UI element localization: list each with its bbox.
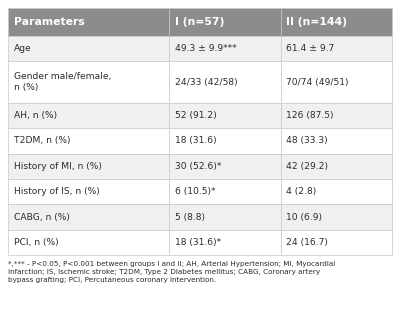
Bar [169,61,281,103]
Text: 5 (8.8): 5 (8.8) [175,213,205,222]
Bar [8,179,169,204]
Bar [169,230,281,255]
Bar [281,8,392,36]
Bar [281,61,392,103]
Text: 42 (29.2): 42 (29.2) [286,162,328,171]
Text: II (n=144): II (n=144) [286,17,347,27]
Text: History of IS, n (%): History of IS, n (%) [14,187,99,196]
Text: Parameters: Parameters [14,17,84,27]
Text: 24 (16.7): 24 (16.7) [286,238,328,247]
Bar [8,61,169,103]
Text: Age: Age [14,44,31,53]
Text: T2DM, n (%): T2DM, n (%) [14,136,70,146]
Bar [8,154,169,179]
Text: PCI, n (%): PCI, n (%) [14,238,58,247]
Bar [281,230,392,255]
Text: 4 (2.8): 4 (2.8) [286,187,316,196]
Bar [281,103,392,128]
Bar [169,179,281,204]
Text: 10 (6.9): 10 (6.9) [286,213,322,222]
Bar [169,154,281,179]
Bar [169,8,281,36]
Text: Gender male/female,
n (%): Gender male/female, n (%) [14,72,111,92]
Bar [281,179,392,204]
Bar [169,36,281,61]
Text: 49.3 ± 9.9***: 49.3 ± 9.9*** [175,44,236,53]
Text: 24/33 (42/58): 24/33 (42/58) [175,78,238,86]
Bar [8,128,169,154]
Text: History of MI, n (%): History of MI, n (%) [14,162,102,171]
Text: 126 (87.5): 126 (87.5) [286,111,334,120]
Bar [281,154,392,179]
Bar [169,204,281,230]
Bar [169,128,281,154]
Text: 52 (91.2): 52 (91.2) [175,111,217,120]
Text: 70/74 (49/51): 70/74 (49/51) [286,78,349,86]
Bar [8,230,169,255]
Bar [281,204,392,230]
Text: 6 (10.5)*: 6 (10.5)* [175,187,215,196]
Bar [8,204,169,230]
Bar [281,128,392,154]
Text: 30 (52.6)*: 30 (52.6)* [175,162,221,171]
Text: *,*** - P<0.05, P<0.001 between groups I and II; AH, Arterial Hypertension; MI, : *,*** - P<0.05, P<0.001 between groups I… [8,261,335,283]
Text: 18 (31.6)*: 18 (31.6)* [175,238,221,247]
Bar [8,103,169,128]
Bar [8,8,169,36]
Text: CABG, n (%): CABG, n (%) [14,213,70,222]
Bar [169,103,281,128]
Text: AH, n (%): AH, n (%) [14,111,57,120]
Text: I (n=57): I (n=57) [175,17,224,27]
Text: 61.4 ± 9.7: 61.4 ± 9.7 [286,44,334,53]
Text: 18 (31.6): 18 (31.6) [175,136,216,146]
Text: 48 (33.3): 48 (33.3) [286,136,328,146]
Bar [8,36,169,61]
Bar [281,36,392,61]
